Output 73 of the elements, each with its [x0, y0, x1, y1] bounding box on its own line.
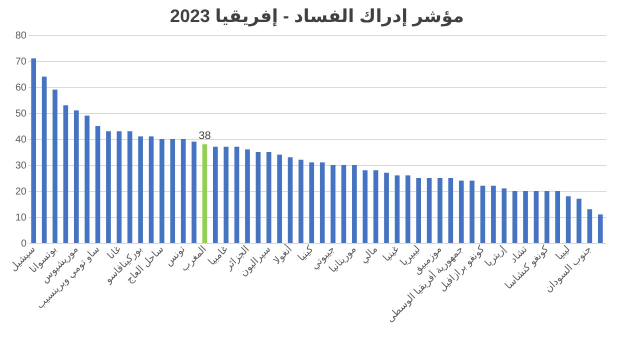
bar — [394, 175, 400, 243]
y-tick-label: 20 — [15, 186, 27, 198]
bar — [576, 198, 582, 243]
data-label: 38 — [198, 130, 211, 142]
y-tick-label: 10 — [15, 212, 27, 224]
y-tick-label: 70 — [15, 56, 27, 68]
bar — [234, 146, 240, 243]
y-tick-label: 80 — [15, 30, 27, 42]
x-tick-label: غامبيا — [206, 244, 230, 268]
bar — [512, 191, 518, 243]
bar — [320, 162, 325, 243]
bar — [63, 105, 68, 243]
y-tick-label: 30 — [15, 160, 27, 172]
bar — [74, 110, 79, 243]
bar — [245, 149, 250, 243]
bar — [555, 191, 560, 243]
bar — [52, 90, 58, 243]
bar — [341, 165, 346, 243]
y-tick-label: 50 — [15, 108, 27, 120]
bar — [160, 139, 164, 243]
bar — [127, 131, 132, 243]
bar — [438, 178, 442, 243]
bar — [148, 136, 154, 243]
bar — [426, 178, 432, 243]
x-tick-label: غينيا — [381, 244, 402, 264]
bar — [373, 170, 378, 243]
bar — [106, 131, 111, 243]
bar — [587, 209, 592, 243]
bar — [192, 142, 196, 243]
bar — [298, 160, 304, 243]
bar — [266, 152, 272, 243]
bar — [288, 157, 293, 243]
bar — [224, 146, 229, 243]
bar — [534, 191, 539, 243]
x-tick-label: تونس — [163, 244, 188, 268]
bar — [213, 146, 218, 243]
bar — [352, 165, 357, 243]
bar — [95, 126, 100, 243]
y-tick-label: 60 — [15, 82, 27, 94]
bar — [180, 139, 186, 243]
bar — [491, 186, 496, 243]
x-tick-label: ليبيا — [554, 244, 573, 262]
bar — [470, 180, 474, 243]
bar — [256, 152, 261, 243]
bar — [277, 154, 282, 243]
bar — [170, 139, 176, 243]
bar — [405, 175, 410, 243]
y-tick-label: 0 — [20, 238, 27, 250]
x-tick-label: أنغولا — [270, 242, 295, 267]
bar — [566, 196, 571, 243]
x-tick-label: تشاد — [508, 244, 530, 266]
bar — [362, 170, 368, 243]
bar — [502, 188, 507, 243]
bar — [42, 76, 47, 243]
bar — [84, 116, 90, 243]
y-tick-label: 40 — [15, 134, 27, 146]
bar — [138, 136, 143, 243]
bar — [31, 58, 36, 243]
bar — [448, 178, 454, 243]
bar — [416, 178, 421, 243]
bar — [116, 131, 122, 243]
bar — [202, 144, 208, 243]
chart-title: مؤشر إدراك الفساد - إفريقيا 2023 — [170, 6, 464, 27]
bar — [330, 165, 336, 243]
bar — [598, 214, 603, 243]
bar — [384, 172, 389, 243]
x-tick-label: مالي — [358, 244, 380, 266]
bar — [544, 191, 550, 243]
bar — [309, 162, 314, 243]
bar — [523, 191, 528, 243]
x-tick-label: كينيا — [296, 244, 316, 264]
bar — [458, 180, 464, 243]
bar — [480, 186, 486, 243]
